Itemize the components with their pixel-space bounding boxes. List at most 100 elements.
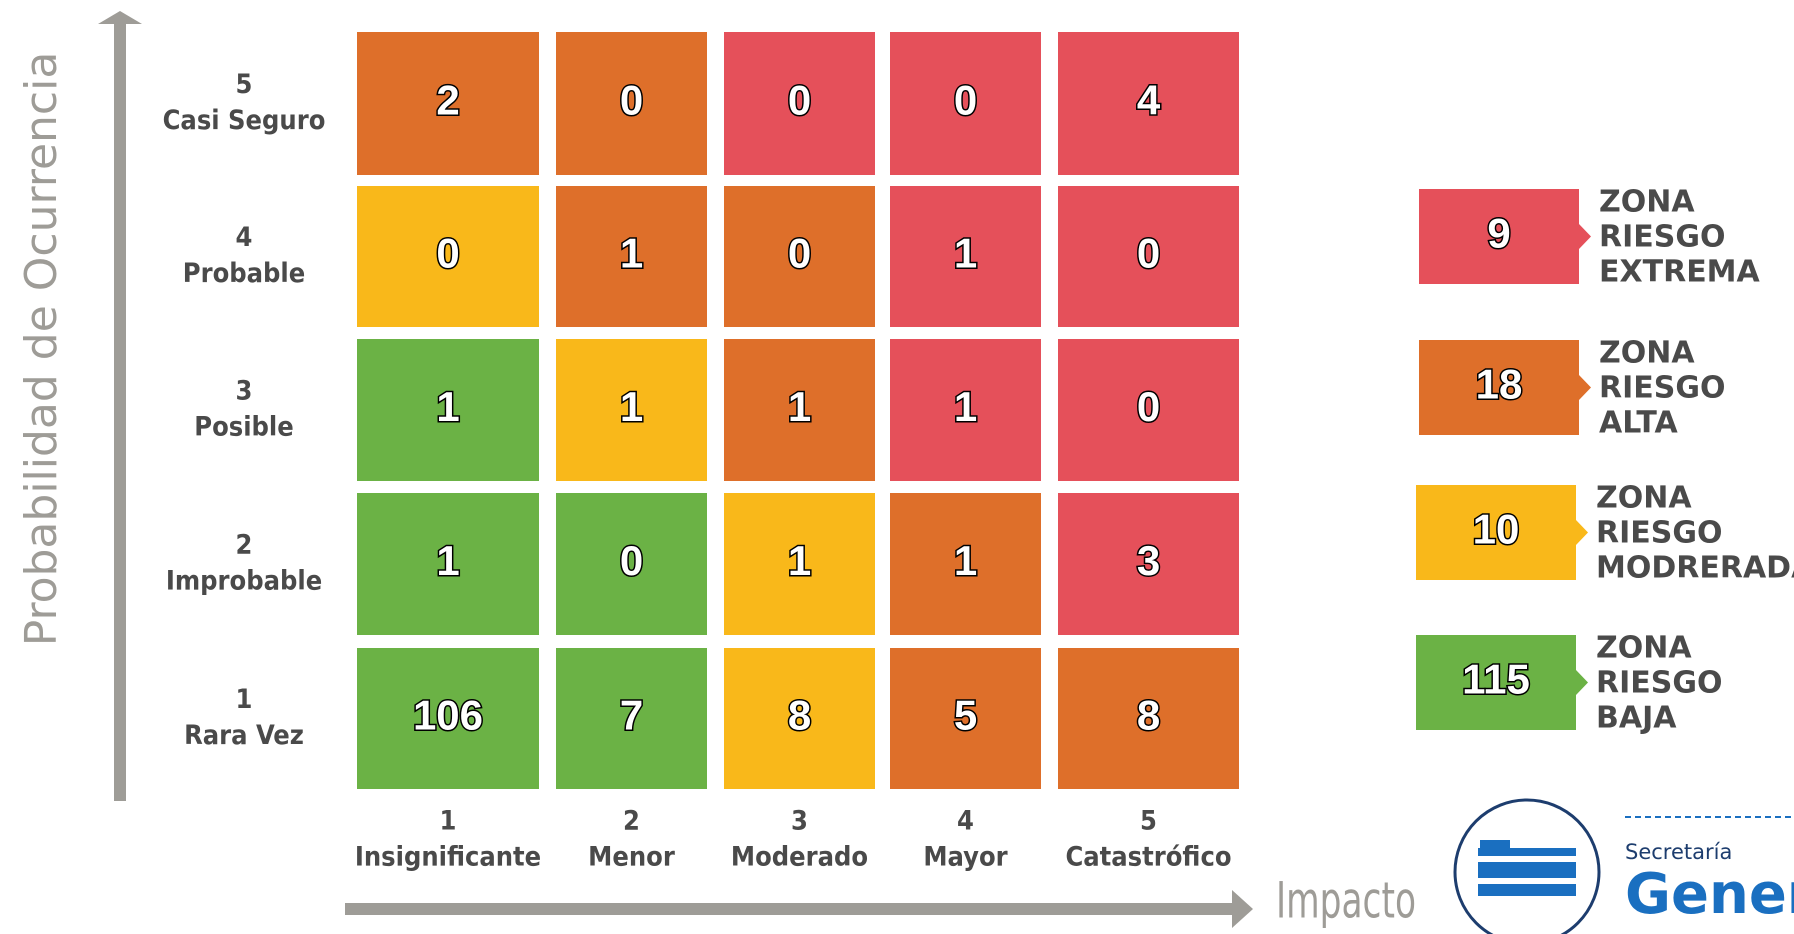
risk-cell: [556, 339, 707, 481]
risk-cell: [890, 339, 1041, 481]
legend-value: 9: [1487, 210, 1510, 257]
x-arrow-head: [1232, 890, 1253, 928]
risk-cell: [890, 186, 1041, 327]
row-name: Posible: [194, 412, 293, 443]
risk-cell: [724, 339, 875, 481]
risk-cell: [357, 339, 539, 481]
legend-box: [1419, 340, 1591, 435]
cell-value: 1: [620, 383, 643, 430]
row-number: 5: [236, 69, 253, 100]
column-number: 3: [791, 806, 808, 837]
cell-value: 0: [788, 230, 811, 277]
risk-cell: [357, 648, 539, 789]
column-name: Moderado: [731, 842, 868, 873]
cell-value: 0: [1137, 230, 1160, 277]
risk-cell: [890, 32, 1041, 175]
column-number: 4: [957, 806, 974, 837]
risk-cell: [556, 186, 707, 327]
cell-value: 0: [954, 77, 977, 124]
cell-value: 1: [436, 537, 459, 584]
column-name: Insignificante: [355, 842, 541, 873]
legend-label: RIESGO: [1596, 516, 1723, 551]
risk-cell: [556, 32, 707, 175]
risk-cell: [357, 493, 539, 635]
legend-box: [1419, 189, 1591, 284]
risk-cell: [724, 186, 875, 327]
column-number: 1: [440, 806, 457, 837]
cell-value: 2: [436, 77, 459, 124]
cell-value: 1: [954, 383, 977, 430]
legend-label: RIESGO: [1596, 666, 1723, 701]
cell-value: 8: [788, 692, 811, 739]
row-name: Casi Seguro: [163, 105, 326, 136]
risk-cell: [1058, 186, 1239, 327]
row-number: 2: [236, 530, 253, 561]
legend-label: RIESGO: [1599, 220, 1726, 255]
legend-label: EXTREMA: [1599, 255, 1761, 290]
logo-title: Gener: [1625, 862, 1794, 927]
risk-cell: [1058, 493, 1239, 635]
logo-circle: [1453, 798, 1601, 934]
column-number: 5: [1140, 806, 1157, 837]
risk-cell: [890, 493, 1041, 635]
row-number: 4: [236, 222, 253, 253]
legend-label: BAJA: [1596, 701, 1677, 736]
cell-value: 1: [954, 537, 977, 584]
risk-cell: [890, 648, 1041, 789]
cell-value: 1: [788, 383, 811, 430]
row-number: 1: [236, 684, 253, 715]
legend-label: ALTA: [1599, 406, 1679, 441]
legend-label: RIESGO: [1599, 371, 1726, 406]
risk-cell: [556, 648, 707, 789]
cell-value: 8: [1137, 692, 1160, 739]
y-axis-label: Probabilidad de Ocurrencia: [16, 52, 67, 647]
x-axis-label: Impacto: [1276, 872, 1416, 930]
legend-value: 10: [1473, 506, 1520, 553]
row-number: 3: [236, 376, 253, 407]
risk-cell: [1058, 32, 1239, 175]
column-name: Mayor: [923, 842, 1007, 873]
legend-label: MODRERADA: [1596, 551, 1794, 586]
column-name: Catastrófico: [1065, 842, 1231, 873]
risk-cell: [357, 186, 539, 327]
legend-label: ZONA: [1599, 185, 1695, 220]
cell-value: 1: [436, 383, 459, 430]
legend-label: ZONA: [1596, 481, 1692, 516]
cell-value: 7: [620, 692, 643, 739]
row-name: Improbable: [166, 566, 322, 597]
cell-value: 106: [413, 692, 483, 739]
cell-value: 0: [620, 537, 643, 584]
legend-label: ZONA: [1596, 631, 1692, 666]
cell-value: 4: [1137, 77, 1161, 124]
cell-value: 1: [620, 230, 643, 277]
cell-value: 0: [1137, 383, 1160, 430]
risk-cell: [1058, 648, 1239, 789]
legend-box: [1416, 485, 1588, 580]
legend-value: 18: [1476, 361, 1523, 408]
legend-value: 115: [1462, 656, 1530, 703]
cell-value: 0: [620, 77, 643, 124]
risk-cell: [357, 32, 539, 175]
cell-value: 5: [954, 692, 977, 739]
cell-value: 0: [788, 77, 811, 124]
column-name: Menor: [588, 842, 675, 873]
legend-label: ZONA: [1599, 336, 1695, 371]
column-number: 2: [623, 806, 640, 837]
row-name: Probable: [183, 258, 305, 289]
cell-value: 1: [788, 537, 811, 584]
risk-cell: [724, 32, 875, 175]
cell-value: 0: [436, 230, 459, 277]
row-name: Rara Vez: [184, 720, 304, 751]
cell-value: 3: [1137, 537, 1160, 584]
risk-cell: [556, 493, 707, 635]
risk-cell: [1058, 339, 1239, 481]
risk-cell: [724, 648, 875, 789]
risk-cell: [724, 493, 875, 635]
logo-building: [1478, 840, 1576, 896]
logo-text: Secretaría: [1625, 840, 1732, 864]
y-arrow-head: [98, 11, 142, 24]
legend-box: [1416, 635, 1588, 730]
cell-value: 1: [954, 230, 977, 277]
